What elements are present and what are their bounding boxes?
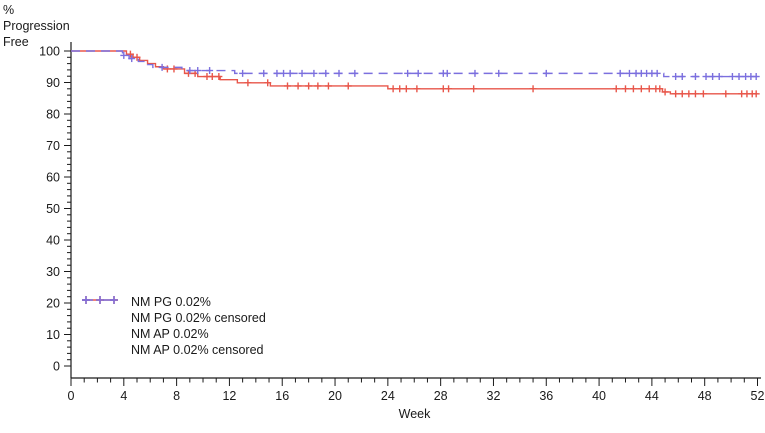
svg-text:50: 50 (46, 202, 60, 216)
svg-text:80: 80 (46, 108, 60, 122)
y-axis-title-line-2: Progression (3, 19, 70, 33)
legend-row-nm-pg: NM PG 0.02% (80, 294, 266, 310)
svg-text:8: 8 (173, 389, 180, 403)
svg-text:20: 20 (328, 389, 342, 403)
svg-text:40: 40 (46, 234, 60, 248)
svg-text:90: 90 (46, 76, 60, 90)
svg-text:20: 20 (46, 297, 60, 311)
svg-text:100: 100 (39, 45, 60, 59)
svg-text:44: 44 (645, 389, 659, 403)
legend-row-nm-pg-censored: NM PG 0.02% censored (80, 296, 266, 326)
svg-text:36: 36 (539, 389, 553, 403)
svg-text:30: 30 (46, 265, 60, 279)
x-axis-title: Week (398, 407, 431, 421)
svg-text:28: 28 (434, 389, 448, 403)
svg-text:60: 60 (46, 171, 60, 185)
svg-text:0: 0 (68, 389, 75, 403)
svg-text:40: 40 (592, 389, 606, 403)
plus-marks-swatch-icon (80, 296, 122, 324)
legend-label: NM PG 0.02% (131, 295, 211, 309)
svg-text:16: 16 (275, 389, 289, 403)
legend-label: NM AP 0.02% (131, 327, 209, 341)
legend-label: NM PG 0.02% censored (131, 311, 266, 325)
svg-text:4: 4 (120, 389, 127, 403)
legend: NM PG 0.02% NM PG 0.02% censored NM AP 0… (80, 294, 266, 358)
svg-text:52: 52 (751, 389, 765, 403)
legend-row-nm-ap-censored: NM AP 0.02% censored (80, 296, 266, 358)
svg-text:0: 0 (53, 360, 60, 374)
y-axis-title: % Progression Free (3, 2, 70, 50)
svg-text:12: 12 (222, 389, 236, 403)
svg-text:48: 48 (698, 389, 712, 403)
plus-marks-swatch-icon (80, 296, 122, 356)
y-axis-title-line-3: Free (3, 35, 29, 49)
legend-row-nm-ap: NM AP 0.02% (80, 299, 266, 342)
svg-text:70: 70 (46, 139, 60, 153)
dashed-line-swatch-icon (80, 299, 122, 340)
svg-text:32: 32 (487, 389, 501, 403)
y-axis-title-line-1: % (3, 3, 15, 17)
svg-text:24: 24 (381, 389, 395, 403)
legend-label: NM AP 0.02% censored (131, 343, 264, 357)
svg-text:10: 10 (46, 328, 60, 342)
